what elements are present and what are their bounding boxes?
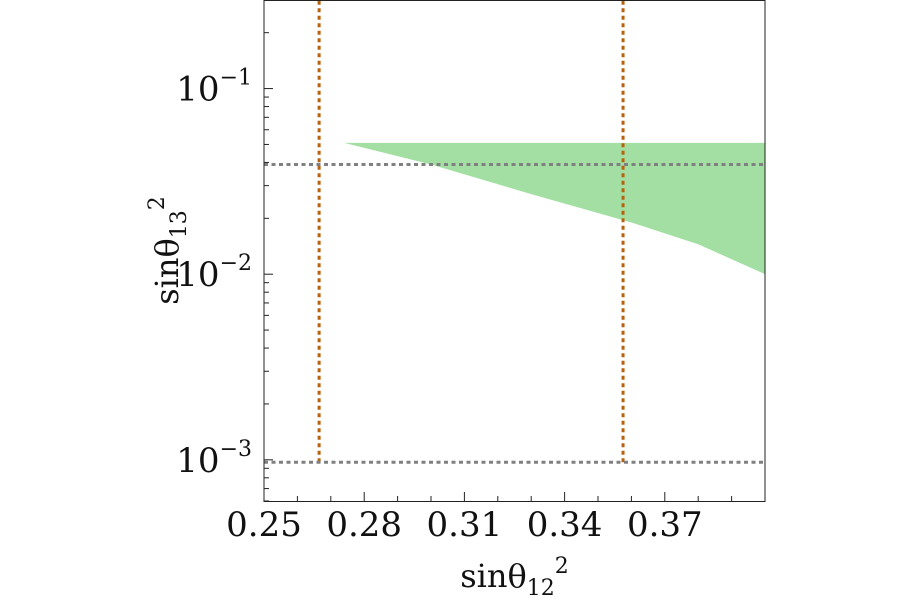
y-axis-label: sinθ132 (145, 196, 192, 305)
shaded-region-layer (344, 142, 765, 275)
tick-labels-layer: 0.25 0.28 0.31 0.34 0.37 10−3 10−2 10−1 (176, 66, 702, 545)
y-tick-label: 10−1 (176, 66, 252, 110)
shaded-region (344, 142, 765, 275)
x-tick-label: 0.28 (326, 505, 402, 545)
x-axis-label: sinθ122 (460, 554, 569, 600)
ticks-layer (263, 32, 766, 502)
x-tick-label: 0.34 (527, 505, 603, 545)
x-tick-label: 0.31 (427, 505, 503, 545)
x-tick-label: 0.37 (627, 505, 703, 545)
y-tick-label: 10−2 (176, 251, 252, 295)
plot-frame (263, 0, 766, 502)
reference-lines-layer (264, 0, 765, 464)
x-tick-label: 0.25 (226, 505, 302, 545)
y-tick-label: 10−3 (176, 437, 252, 481)
